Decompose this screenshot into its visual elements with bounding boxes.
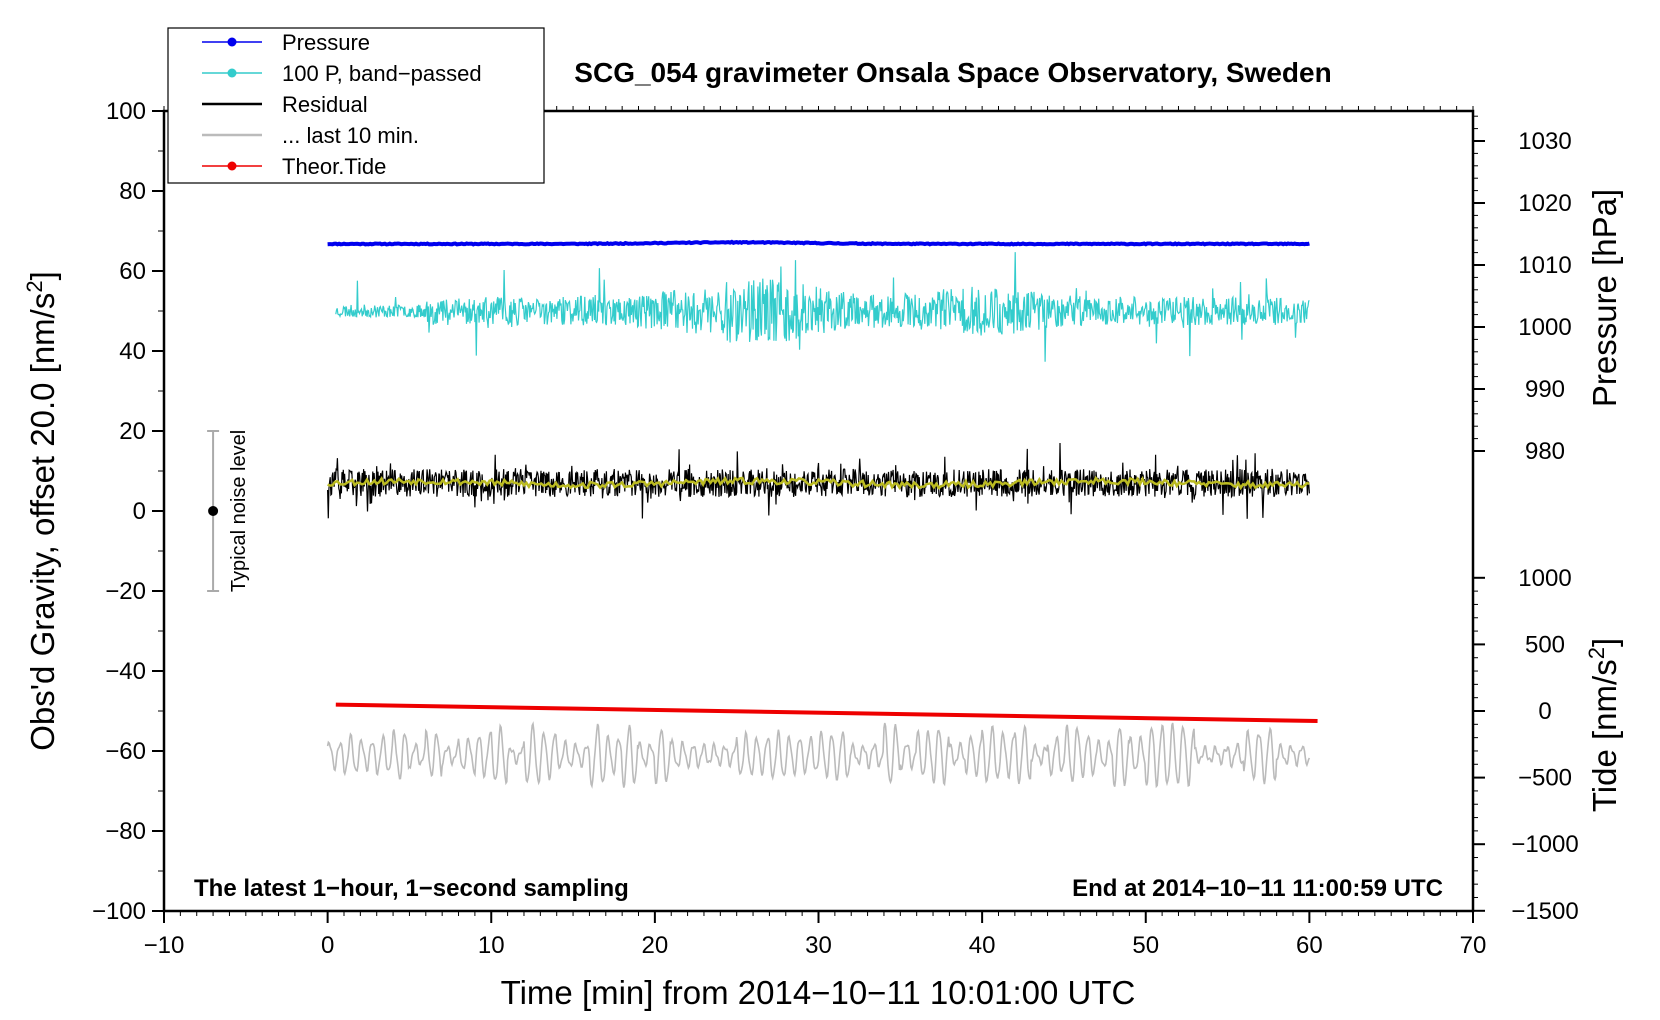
- tide-axis-ticks: −1500 −1000 −500 0 500 1000: [1473, 565, 1579, 925]
- legend-label: Residual: [282, 92, 368, 117]
- pressure-axis-title: Pressure [hPa]: [1586, 189, 1623, 407]
- pressure-tick-label: 990: [1525, 376, 1565, 403]
- pressure-tick-label: 1030: [1518, 128, 1571, 155]
- noise-indicator: Typical noise level: [207, 430, 250, 592]
- y-axis-title-left: Obs'd Gravity, offset 20.0 [nm/s2]: [22, 271, 61, 751]
- sampling-note: The latest 1−hour, 1−second sampling: [194, 875, 629, 902]
- y-axis-title-left-sup: 2: [22, 280, 47, 292]
- x-tick-label: 0: [321, 932, 334, 959]
- tide-tick-label: 1000: [1518, 565, 1571, 592]
- legend-label: ... last 10 min.: [282, 123, 419, 148]
- y-axis-title-left-end: ]: [24, 271, 61, 280]
- series-residual-smoothed: [327, 475, 1310, 491]
- series-residual: [327, 442, 1310, 519]
- x-axis-ticks: −10 0 10 20 30 40 50 60 70: [144, 106, 1487, 959]
- y-tick-label: 20: [119, 418, 146, 445]
- x-tick-label: −10: [144, 932, 185, 959]
- y-tick-label: 60: [119, 258, 146, 285]
- tide-tick-label: −1500: [1511, 898, 1578, 925]
- pressure-tick-label: 1000: [1518, 314, 1571, 341]
- y-axis-title-left-text: Obs'd Gravity, offset 20.0 [nm/s: [24, 293, 61, 751]
- x-tick-label: 70: [1460, 932, 1487, 959]
- series-theor-tide: [335, 702, 1318, 723]
- y-tick-label: −20: [105, 578, 146, 605]
- end-time-note: End at 2014−10−11 11:00:59 UTC: [1072, 875, 1443, 902]
- series-layer: [326, 239, 1318, 789]
- tide-axis-title-end: ]: [1586, 638, 1623, 647]
- tide-axis-title: Tide [nm/s2]: [1584, 638, 1623, 812]
- y-tick-label: 0: [133, 498, 146, 525]
- x-tick-label: 60: [1296, 932, 1323, 959]
- pressure-tick-label: 1020: [1518, 190, 1571, 217]
- pressure-tick-label: 980: [1525, 438, 1565, 465]
- y-tick-label: 100: [106, 98, 146, 125]
- x-tick-label: 20: [642, 932, 669, 959]
- legend-marker: [227, 37, 237, 47]
- x-tick-label: 30: [805, 932, 832, 959]
- noise-bar-center: [208, 506, 219, 516]
- y-axis-ticks: −100 −80 −60 −40 −20 0 20 40 60 80 100: [92, 98, 164, 925]
- legend-box: [167, 27, 545, 184]
- legend: Pressure 100 P, band−passed Residual ... la…: [167, 27, 545, 184]
- y-tick-label: −40: [105, 658, 146, 685]
- legend-label: 100 P, band−passed: [282, 61, 482, 86]
- y-tick-label: 80: [119, 178, 146, 205]
- y-tick-label: −60: [105, 738, 146, 765]
- series-last-10-min: [326, 721, 1311, 789]
- series-pressure: [327, 239, 1310, 247]
- y-tick-label: −80: [105, 818, 146, 845]
- legend-marker: [227, 68, 237, 78]
- tide-tick-label: 500: [1525, 631, 1565, 658]
- legend-label: Pressure: [282, 30, 370, 55]
- tide-axis-title-text: Tide [nm/s: [1586, 659, 1623, 812]
- y-tick-label: 40: [119, 338, 146, 365]
- x-tick-label: 10: [478, 932, 505, 959]
- pressure-axis-ticks: 980 990 1000 1010 1020 1030: [1473, 115, 1572, 465]
- x-tick-label: 50: [1132, 932, 1159, 959]
- legend-label: Theor.Tide: [282, 154, 386, 179]
- series-band-passed: [335, 252, 1310, 362]
- x-tick-label: 40: [969, 932, 996, 959]
- x-axis-title: Time [min] from 2014−10−11 10:01:00 UTC: [501, 974, 1136, 1011]
- plot-frame: [162, 109, 1475, 913]
- legend-marker: [227, 161, 237, 171]
- tide-tick-label: −500: [1518, 765, 1572, 792]
- tide-tick-label: 0: [1538, 698, 1551, 725]
- noise-label: Typical noise level: [228, 430, 250, 592]
- tide-axis-title-sup: 2: [1584, 647, 1609, 659]
- y-tick-label: −100: [92, 898, 146, 925]
- tide-tick-label: −1000: [1511, 831, 1578, 858]
- chart-title: SCG_054 gravimeter Onsala Space Observat…: [574, 57, 1331, 88]
- pressure-tick-label: 1010: [1518, 252, 1571, 279]
